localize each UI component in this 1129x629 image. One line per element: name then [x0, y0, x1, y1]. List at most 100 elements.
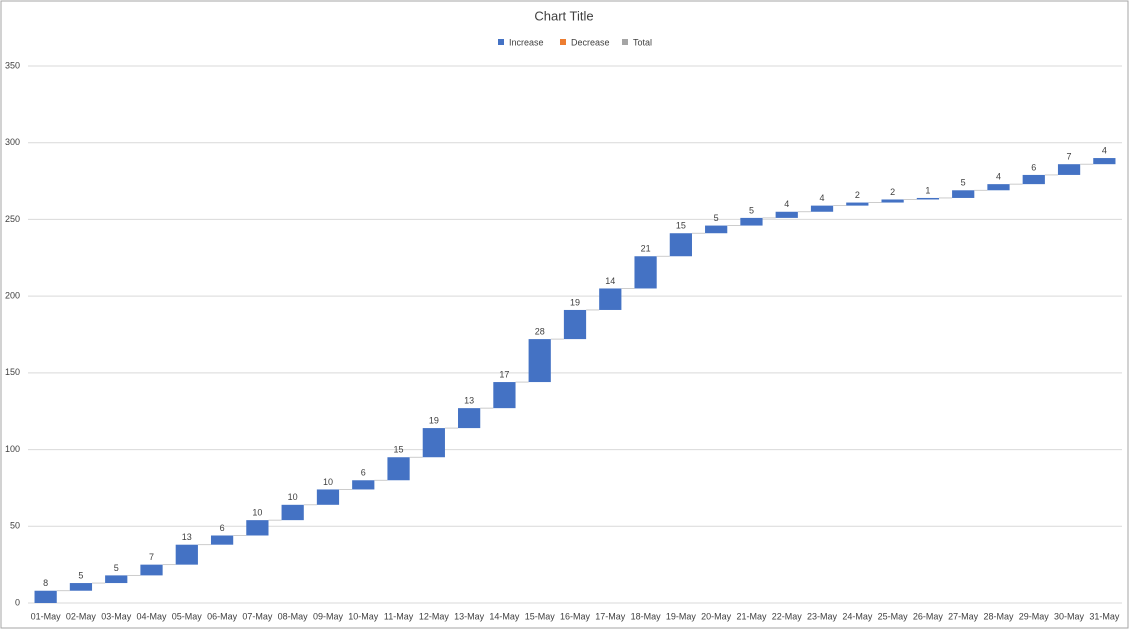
- x-tick-label: 08-May: [278, 611, 309, 621]
- data-label: 10: [252, 508, 262, 518]
- bar: [881, 199, 904, 203]
- data-label: 15: [676, 221, 686, 231]
- x-tick-label: 06-May: [207, 611, 238, 621]
- bar: [952, 190, 975, 198]
- legend: Increase Decrease Total: [498, 37, 652, 47]
- bar: [846, 202, 869, 206]
- x-tick-label: 31-May: [1089, 611, 1120, 621]
- bar: [810, 205, 834, 212]
- bar: [599, 288, 622, 310]
- data-label: 13: [464, 396, 474, 406]
- data-label: 10: [288, 492, 298, 502]
- data-label: 8: [43, 578, 48, 588]
- x-tick-label: 02-May: [66, 611, 97, 621]
- bar: [422, 428, 445, 458]
- x-tick-label: 21-May: [736, 611, 767, 621]
- data-label: 5: [961, 178, 966, 188]
- x-tick-label: 15-May: [525, 611, 556, 621]
- bar: [669, 233, 692, 257]
- data-label: 6: [361, 468, 366, 478]
- bar: [528, 339, 551, 383]
- data-label: 5: [78, 570, 83, 580]
- bar: [634, 256, 657, 289]
- legend-swatch: [498, 39, 504, 45]
- x-tick-label: 11-May: [384, 611, 414, 621]
- x-tick-label: 04-May: [137, 611, 168, 621]
- x-tick-label: 30-May: [1054, 611, 1085, 621]
- bar: [316, 489, 340, 505]
- x-tick-label: 27-May: [948, 611, 979, 621]
- x-tick-label: 18-May: [631, 611, 662, 621]
- bar: [458, 408, 481, 429]
- bar: [1057, 164, 1081, 175]
- data-label: 7: [1067, 152, 1072, 162]
- bar: [352, 480, 375, 490]
- data-label: 21: [641, 244, 651, 254]
- bar: [1022, 174, 1045, 185]
- x-tick-label: 01-May: [31, 611, 62, 621]
- bar: [740, 217, 763, 226]
- data-label: 6: [1031, 162, 1036, 172]
- data-label: 19: [570, 297, 580, 307]
- data-label: 4: [784, 199, 789, 209]
- bar: [69, 583, 93, 591]
- bar: [175, 544, 198, 565]
- data-label: 15: [394, 445, 404, 455]
- data-label: 5: [114, 563, 119, 573]
- x-tick-label: 22-May: [772, 611, 803, 621]
- data-label: 17: [499, 369, 509, 379]
- x-tick-label: 28-May: [983, 611, 1014, 621]
- y-tick-label: 200: [5, 291, 20, 301]
- data-label: 28: [535, 326, 545, 336]
- x-tick-label: 05-May: [172, 611, 203, 621]
- x-tick-label: 23-May: [807, 611, 838, 621]
- bar: [775, 211, 798, 218]
- x-tick-label: 03-May: [101, 611, 132, 621]
- data-label: 5: [749, 205, 754, 215]
- data-label: 4: [996, 172, 1001, 182]
- y-tick-label: 350: [5, 60, 20, 70]
- x-tick-label: 17-May: [595, 611, 626, 621]
- y-tick-label: 0: [15, 597, 20, 607]
- y-tick-label: 250: [5, 214, 20, 224]
- x-tick-label: 29-May: [1019, 611, 1050, 621]
- bar: [987, 184, 1010, 191]
- x-tick-label: 09-May: [313, 611, 344, 621]
- x-tick-label: 07-May: [242, 611, 273, 621]
- x-tick-label: 24-May: [842, 611, 873, 621]
- data-label: 2: [855, 190, 860, 200]
- y-tick-label: 100: [5, 444, 20, 454]
- data-label: 6: [220, 523, 225, 533]
- bar: [210, 535, 234, 545]
- x-tick-label: 25-May: [878, 611, 909, 621]
- bar: [705, 225, 728, 234]
- bar: [246, 520, 269, 536]
- x-tick-label: 19-May: [666, 611, 697, 621]
- data-label: 19: [429, 415, 439, 425]
- x-tick-label: 10-May: [348, 611, 379, 621]
- x-tick-label: 16-May: [560, 611, 591, 621]
- bar: [1093, 158, 1116, 165]
- bar: [563, 309, 587, 340]
- data-label: 5: [714, 213, 719, 223]
- bar: [281, 504, 304, 521]
- legend-label: Increase: [509, 37, 544, 47]
- bar: [493, 382, 516, 409]
- y-tick-label: 300: [5, 137, 20, 147]
- x-tick-label: 20-May: [701, 611, 732, 621]
- data-label: 2: [890, 187, 895, 197]
- x-tick-label: 13-May: [454, 611, 485, 621]
- x-tick-label: 26-May: [913, 611, 944, 621]
- x-tick-label: 14-May: [489, 611, 520, 621]
- data-label: 10: [323, 477, 333, 487]
- y-tick-label: 150: [5, 367, 20, 377]
- data-label: 4: [820, 193, 825, 203]
- bar: [34, 590, 57, 603]
- bar: [140, 564, 163, 576]
- data-label: 7: [149, 552, 154, 562]
- legend-label: Total: [633, 37, 652, 47]
- legend-swatch: [622, 39, 628, 45]
- data-label: 14: [605, 276, 615, 286]
- legend-label: Decrease: [571, 37, 610, 47]
- data-label: 13: [182, 532, 192, 542]
